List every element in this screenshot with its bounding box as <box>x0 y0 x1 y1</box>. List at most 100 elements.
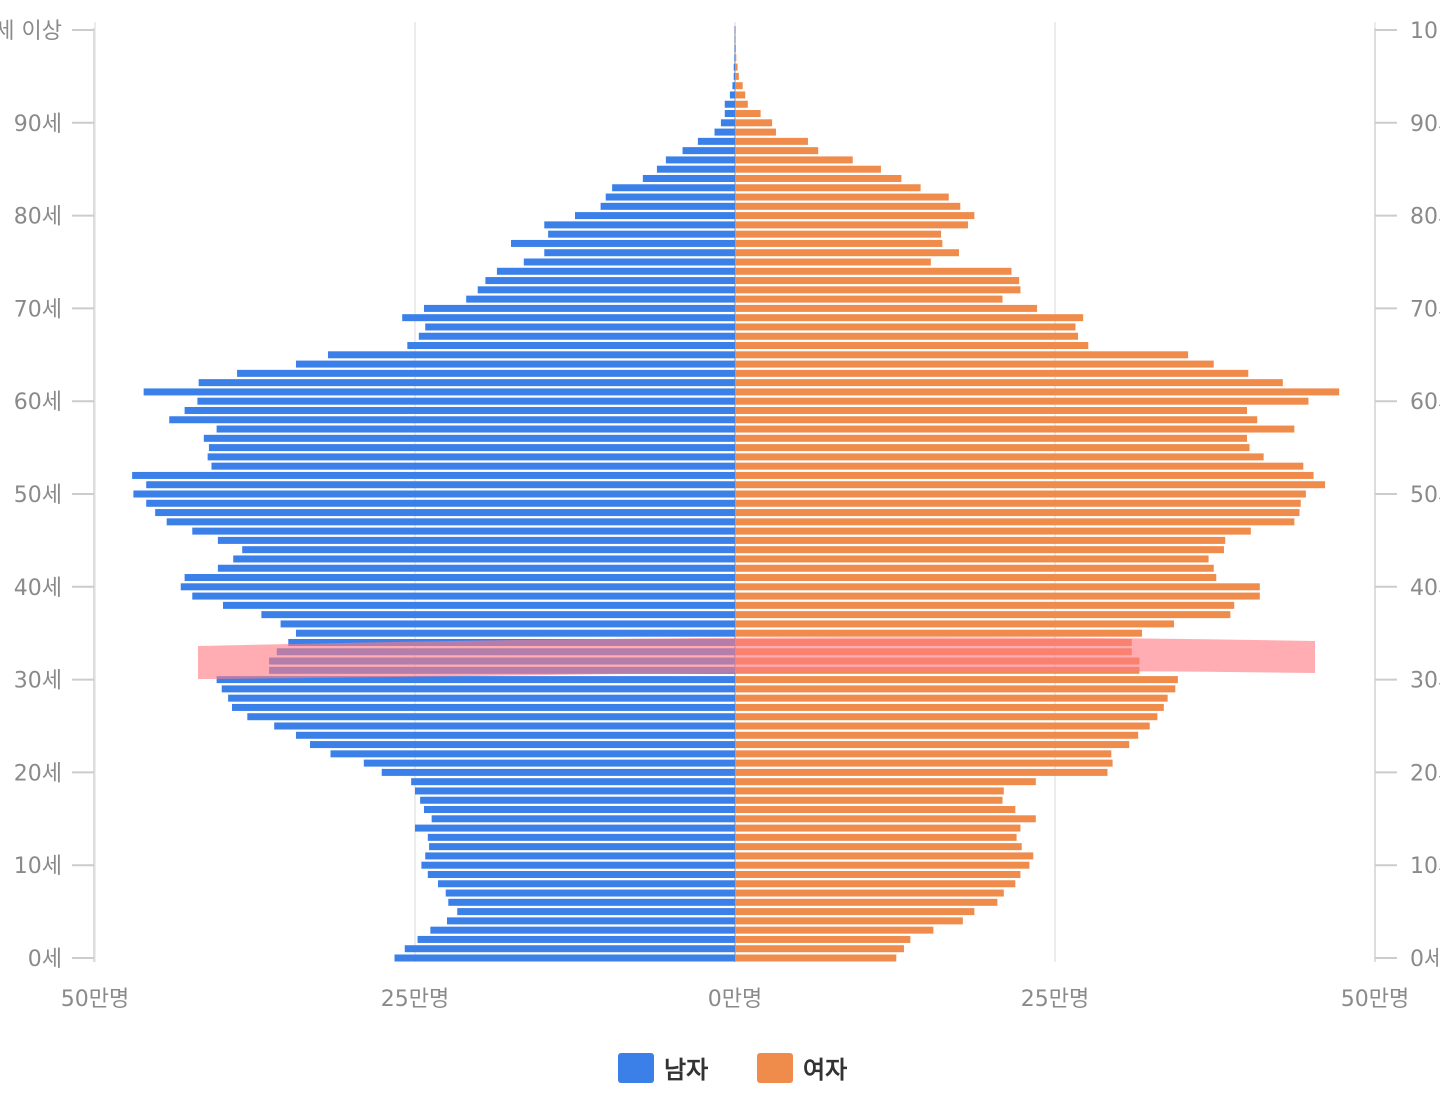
female-bars <box>735 26 1340 962</box>
bar-male <box>155 509 735 517</box>
x-tick-label: 50만명 <box>1341 987 1409 1012</box>
bar-male <box>330 750 735 758</box>
bar-male <box>261 611 735 619</box>
bar-female <box>735 137 808 145</box>
bar-male <box>146 481 735 489</box>
bar-female <box>735 202 961 210</box>
bar-male <box>430 926 735 934</box>
bar-female <box>735 796 1003 804</box>
legend-item-female[interactable]: 여자 <box>757 1053 847 1084</box>
bar-male <box>427 833 735 841</box>
y-tick-label-left: 40세 <box>14 576 62 601</box>
bar-female <box>735 889 1004 897</box>
bar-female <box>735 629 1143 637</box>
bar-female <box>735 926 934 934</box>
y-tick-label-left: 50세 <box>14 483 62 508</box>
bar-male <box>223 601 735 609</box>
bar-male <box>242 546 735 554</box>
bar-female <box>735 731 1139 739</box>
legend-label-female: 여자 <box>803 1056 847 1084</box>
bar-male <box>724 110 735 118</box>
bar-male <box>198 379 735 387</box>
bar-female <box>735 128 776 136</box>
bar-female <box>735 82 743 90</box>
bar-female <box>735 360 1214 368</box>
bar-female <box>735 45 737 53</box>
bar-female <box>735 870 1021 878</box>
bar-female <box>735 184 921 192</box>
bar-male <box>431 815 735 823</box>
right-age-axis: 0세 10세 20세 30세 40세 50세 60세 70세 80세 90세 10 <box>1375 19 1440 972</box>
bar-male <box>404 945 735 953</box>
bar-male <box>466 295 735 303</box>
bar-female <box>735 462 1304 470</box>
bar-male <box>485 277 735 285</box>
bar-female <box>735 230 942 238</box>
bar-female <box>735 416 1258 424</box>
bar-female <box>735 861 1030 869</box>
bar-female <box>735 471 1314 479</box>
bar-male <box>421 861 735 869</box>
y-tick-label-left: 10세 <box>14 854 62 879</box>
bar-female <box>735 63 738 71</box>
bar-female <box>735 768 1108 776</box>
bar-male <box>233 555 736 563</box>
bar-male <box>575 212 735 220</box>
bar-female <box>735 490 1306 498</box>
bar-male <box>192 592 735 600</box>
bar-female <box>735 592 1260 600</box>
bar-male <box>184 406 736 414</box>
bar-male <box>425 323 735 331</box>
bar-male <box>544 249 735 257</box>
y-tick-label-right: 20세 <box>1410 761 1440 786</box>
bar-female <box>735 518 1295 526</box>
bar-male <box>448 898 735 906</box>
bar-female <box>735 945 904 953</box>
bar-female <box>735 555 1209 563</box>
bar-male <box>445 889 735 897</box>
bar-male <box>146 499 735 507</box>
bar-female <box>735 277 1020 285</box>
bar-male <box>295 629 735 637</box>
bar-male <box>143 388 735 396</box>
legend-swatch-male <box>618 1053 654 1083</box>
legend-label-male: 남자 <box>664 1056 708 1084</box>
bar-female <box>735 444 1250 452</box>
x-tick-label: 25만명 <box>1021 987 1089 1012</box>
bar-female <box>735 685 1176 693</box>
bar-male <box>407 342 735 350</box>
bar-female <box>735 536 1226 544</box>
bar-female <box>735 212 975 220</box>
bar-female <box>735 100 748 108</box>
highlight-marker-stroke <box>198 637 1315 680</box>
bar-female <box>735 258 931 266</box>
bar-female <box>735 369 1249 377</box>
bar-male <box>216 676 736 684</box>
bar-male <box>381 768 735 776</box>
bar-female <box>735 119 773 127</box>
bar-male <box>415 787 735 795</box>
bar-male <box>417 935 735 943</box>
bar-male <box>438 880 735 888</box>
bar-female <box>735 824 1021 832</box>
bar-male <box>228 694 735 702</box>
y-tick-label-right: 30세 <box>1410 669 1440 694</box>
y-tick-label-left: 0세 <box>28 947 62 972</box>
bar-female <box>735 880 1016 888</box>
bar-male <box>207 453 735 461</box>
bar-female <box>735 815 1036 823</box>
y-tick-label-right: 40세 <box>1410 576 1440 601</box>
bar-female <box>735 583 1260 591</box>
legend-item-male[interactable]: 남자 <box>618 1053 708 1084</box>
bar-female <box>735 379 1283 387</box>
bar-female <box>735 72 739 80</box>
bar-male <box>216 425 736 433</box>
bar-male <box>423 304 735 312</box>
legend-swatch-female <box>757 1053 793 1083</box>
bar-female <box>735 935 911 943</box>
x-tick-label: 25만명 <box>381 987 449 1012</box>
bar-female <box>735 833 1017 841</box>
bar-male <box>642 174 735 182</box>
bar-male <box>511 239 735 247</box>
